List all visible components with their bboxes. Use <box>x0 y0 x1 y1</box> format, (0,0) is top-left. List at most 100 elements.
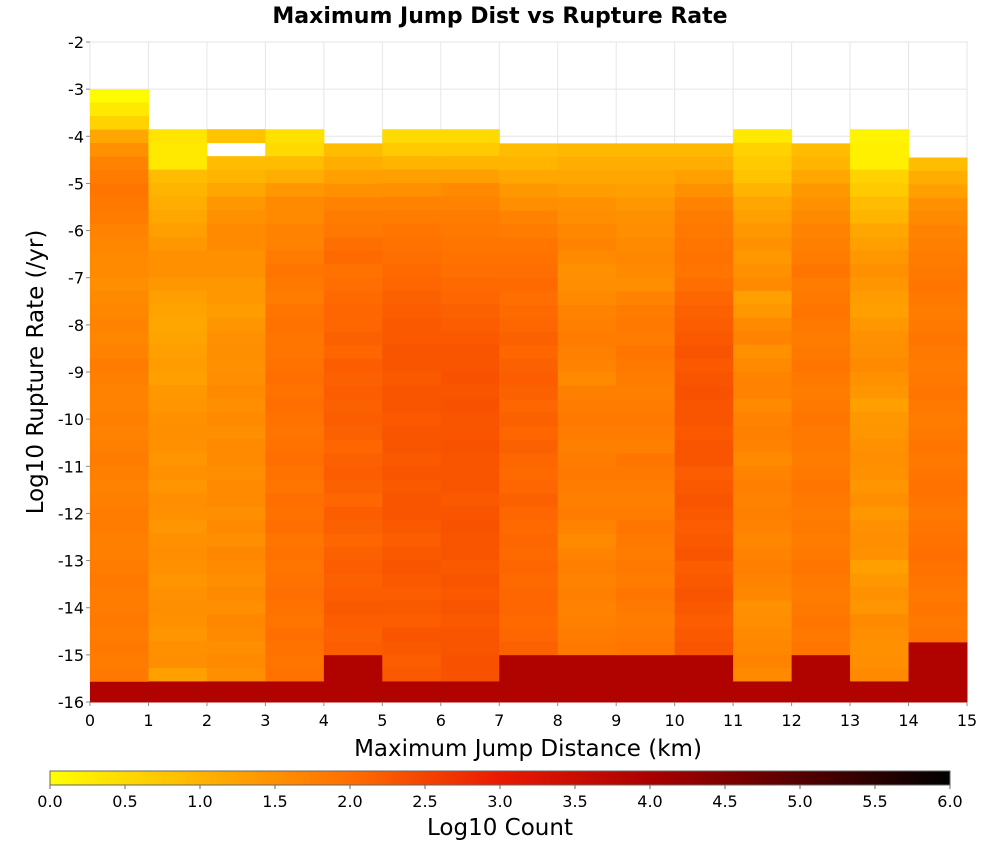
heatmap-cell <box>265 344 325 359</box>
heatmap-cell <box>908 278 968 293</box>
heatmap-cell <box>323 641 383 656</box>
heatmap-cell <box>791 224 851 239</box>
heatmap-cell <box>557 251 617 266</box>
heatmap-cell <box>90 385 149 400</box>
heatmap-cell <box>206 263 266 278</box>
heatmap-cell <box>382 142 442 157</box>
heatmap-cell <box>616 197 676 212</box>
heatmap-cell <box>148 196 208 211</box>
y-tick-label: -10 <box>58 410 84 429</box>
heatmap-cell <box>206 492 266 507</box>
heatmap-cell <box>206 304 266 319</box>
heatmap-cell <box>499 170 559 185</box>
heatmap-cell <box>791 291 851 306</box>
heatmap-cell <box>674 278 734 293</box>
heatmap-cell <box>557 587 617 602</box>
heatmap-cell <box>323 412 383 427</box>
heatmap-cell <box>850 546 910 561</box>
heatmap-cell <box>499 480 559 495</box>
heatmap-cell <box>557 628 617 643</box>
heatmap-cell <box>499 439 559 454</box>
heatmap-cell <box>440 479 500 494</box>
heatmap-cell <box>850 506 910 521</box>
heatmap-cell <box>148 560 208 575</box>
heatmap-cell <box>382 344 442 359</box>
heatmap-cell <box>90 264 149 279</box>
heatmap-cell <box>674 291 734 306</box>
heatmap-cell <box>265 573 325 588</box>
heatmap-cell <box>908 399 968 414</box>
heatmap-cell <box>206 196 266 211</box>
heatmap-cell <box>206 385 266 400</box>
heatmap-cell <box>440 667 500 682</box>
heatmap-cell <box>674 372 734 387</box>
heatmap-cell <box>674 480 734 495</box>
heatmap-cell <box>616 587 676 602</box>
heatmap-cell <box>850 627 910 642</box>
heatmap-cell <box>499 318 559 333</box>
heatmap-cell <box>499 533 559 548</box>
heatmap-cell <box>499 641 559 656</box>
heatmap-cell <box>733 371 793 386</box>
heatmap-cell <box>557 278 617 293</box>
heatmap-cell <box>557 345 617 360</box>
heatmap-cell <box>323 372 383 387</box>
heatmap-cell <box>557 520 617 535</box>
heatmap-cell <box>499 278 559 293</box>
heatmap-cell <box>850 385 910 400</box>
heatmap-cell <box>148 425 208 440</box>
heatmap-cell <box>382 492 442 507</box>
heatmap-cell <box>440 358 500 373</box>
x-axis-label: Maximum Jump Distance (km) <box>354 736 702 762</box>
heatmap-cell <box>440 492 500 507</box>
heatmap-cell <box>206 331 266 346</box>
heatmap-cell <box>382 533 442 548</box>
heatmap-cell <box>206 546 266 561</box>
heatmap-cell <box>557 453 617 468</box>
heatmap-cell <box>557 439 617 454</box>
heatmap-cell <box>382 465 442 480</box>
heatmap-cell <box>850 681 910 703</box>
heatmap-cell <box>323 439 383 454</box>
heatmap-cell <box>206 533 266 548</box>
heatmap-cell <box>850 425 910 440</box>
heatmap-cell <box>382 438 442 453</box>
heatmap-cell <box>382 358 442 373</box>
heatmap-cell <box>323 210 383 225</box>
heatmap-cell <box>382 641 442 655</box>
heatmap-cell <box>674 197 734 212</box>
heatmap-cell <box>850 210 910 224</box>
heatmap-cell <box>440 371 500 386</box>
heatmap-cell <box>733 129 793 144</box>
heatmap-cell <box>323 224 383 239</box>
heatmap-cell <box>850 196 910 211</box>
heatmap-cell <box>616 533 676 548</box>
heatmap-cell <box>148 371 208 386</box>
heatmap-cell <box>440 304 500 319</box>
heatmap-cell <box>908 642 968 703</box>
heatmap-cell <box>206 627 266 642</box>
heatmap-cell <box>499 399 559 414</box>
heatmap-cell <box>440 681 500 703</box>
heatmap-cell <box>850 614 910 629</box>
heatmap-cell <box>908 211 968 226</box>
heatmap-cell <box>499 628 559 643</box>
heatmap-cell <box>616 439 676 454</box>
heatmap-cell <box>382 600 442 615</box>
heatmap-cell <box>616 655 676 703</box>
heatmap-cell <box>382 681 442 703</box>
heatmap-cell <box>616 278 676 293</box>
colorbar-tick-label: 2.5 <box>412 792 437 811</box>
colorbar-tick-label: 3.0 <box>487 792 512 811</box>
heatmap-cell <box>206 317 266 332</box>
heatmap-cell <box>323 480 383 495</box>
heatmap-cell <box>616 520 676 535</box>
heatmap-cell <box>499 426 559 441</box>
y-tick-label: -9 <box>68 363 84 382</box>
heatmap-cell <box>616 372 676 387</box>
heatmap-cell <box>90 237 149 252</box>
heatmap-cell <box>791 183 851 198</box>
heatmap-cell <box>616 385 676 400</box>
x-tick-label: 2 <box>202 711 212 730</box>
heatmap-cell <box>499 224 559 239</box>
